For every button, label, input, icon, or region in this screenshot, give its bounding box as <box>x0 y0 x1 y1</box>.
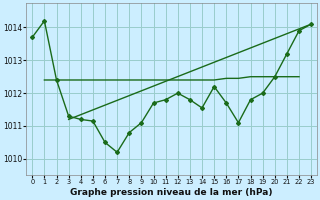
X-axis label: Graphe pression niveau de la mer (hPa): Graphe pression niveau de la mer (hPa) <box>70 188 273 197</box>
